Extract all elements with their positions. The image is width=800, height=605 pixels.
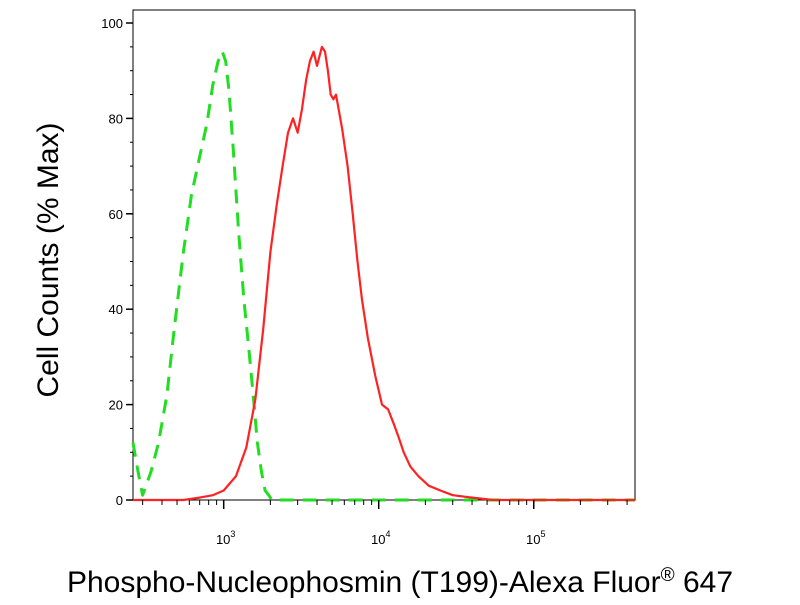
- series-line-1: [133, 45, 635, 502]
- x-tick-label: 103: [216, 529, 235, 547]
- plot-frame: [132, 9, 636, 501]
- x-axis-label-main: Phospho-Nucleophosmin (T199)-Alexa Fluor: [67, 566, 661, 599]
- series-layer: [131, 45, 635, 502]
- x-tick-label: 105: [526, 529, 545, 547]
- y-tick-label: 100: [101, 16, 123, 31]
- plot-border: [132, 9, 636, 501]
- x-axis-label: Phospho-Nucleophosmin (T199)-Alexa Fluor…: [67, 565, 733, 599]
- y-tick-label: 0: [116, 493, 123, 508]
- y-tick-label: 60: [109, 207, 123, 222]
- series-line-0: [131, 50, 635, 502]
- axis-layer: 0 20 40 60 80 100 103 104 105: [101, 16, 628, 547]
- x-axis-label-suffix: 647: [675, 566, 733, 599]
- y-tick-label: 80: [109, 111, 123, 126]
- x-tick-label: 104: [371, 529, 390, 547]
- x-axis-label-superscript: ®: [661, 565, 675, 586]
- y-tick-label: 40: [109, 302, 123, 317]
- y-tick-label: 20: [109, 398, 123, 413]
- y-axis-label: Cell Counts (% Max): [32, 122, 65, 397]
